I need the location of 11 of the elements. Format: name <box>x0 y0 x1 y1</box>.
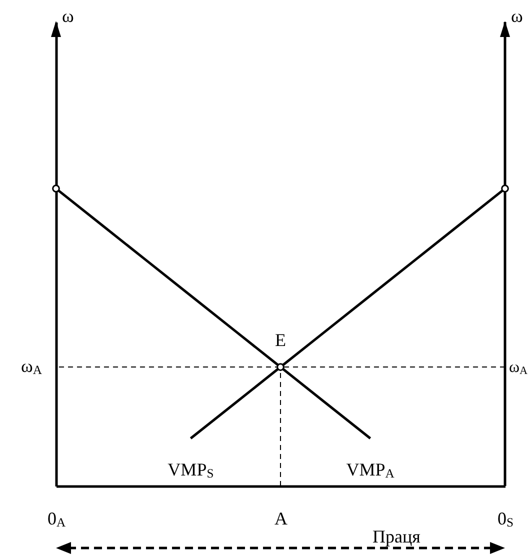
x-axis-title: Праця <box>372 526 420 546</box>
x-tick-label: 0$_{A}$ <box>47 508 66 530</box>
text: ω <box>62 6 74 26</box>
x-tick-label: A <box>274 508 288 528</box>
series-label: VMP$_{A}$ <box>346 459 394 480</box>
text: ω$_{A}$ <box>21 356 42 378</box>
series-label: VMP$_{S}$ <box>168 459 214 480</box>
annotation: E <box>275 330 286 350</box>
x-tick-label: 0$_{S}$ <box>497 508 514 530</box>
ref-line-label: ω$_{A}$ <box>509 359 528 378</box>
text: ω <box>511 6 523 26</box>
